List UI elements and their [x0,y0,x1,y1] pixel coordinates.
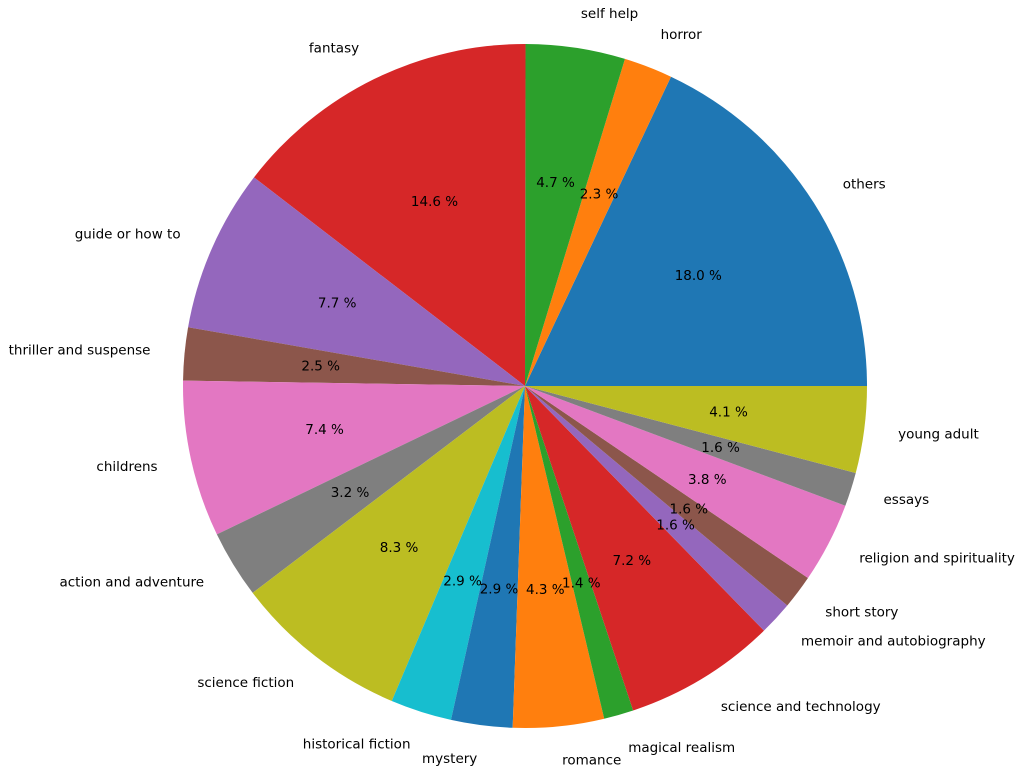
percent-label-others: 18.0 % [675,268,722,284]
percent-label-horror: 2.3 % [580,187,619,203]
pie-slice-essays [525,386,856,506]
category-label-memoir-and-autobiography: memoir and autobiography [801,634,986,650]
percent-label-thriller-and-suspense: 2.5 % [301,359,340,375]
pie-slice-science-fiction [252,386,526,701]
percent-label-fantasy: 14.6 % [411,194,458,210]
category-label-childrens: childrens [96,459,157,475]
percent-labels: 18.0 % 2.3 % 4.7 % 14.6 % 7.7 % 2.5 % 7.4 % 3.2… [301,175,748,598]
percent-label-young-adult: 4.1 % [709,404,748,420]
pie-slice-thriller-and-suspense [183,327,526,386]
category-label-self-help: self help [581,6,638,22]
pie-slice-historical-fiction [391,386,525,720]
pie-slice-horror [525,58,671,387]
category-label-science-fiction: science fiction [197,675,294,691]
category-label-historical-fiction: historical fiction [303,736,411,752]
pie-slice-action-and-adventure [216,386,525,593]
pie-slice-short-story [525,386,808,606]
pie-slice-mystery [450,386,525,728]
pie-slice-religion-and-spirituality [525,386,846,579]
category-label-guide-or-how-to: guide or how to [75,227,181,243]
percent-label-self-help: 4.7 % [536,175,575,191]
category-label-thriller-and-suspense: thriller and suspense [9,343,151,359]
percent-label-romance: 4.3 % [526,582,565,598]
pie-slice-self-help [525,44,625,386]
category-label-romance: romance [562,752,621,768]
percent-label-magical-realism: 1.4 % [562,575,601,591]
category-label-young-adult: young adult [898,426,979,442]
category-labels: others horror self help fantasy guide or how… [9,6,1015,768]
category-label-horror: horror [661,27,703,43]
pie-slice-science-and-technology [525,386,764,711]
category-label-fantasy: fantasy [309,40,359,56]
category-label-magical-realism: magical realism [628,740,735,756]
category-label-action-and-adventure: action and adventure [59,574,204,590]
pie-slice-memoir-and-autobiography [525,386,788,631]
percent-label-science-fiction: 8.3 % [380,540,419,556]
percent-label-memoir-and-autobiography: 1.6 % [656,517,695,533]
category-label-religion-and-spirituality: religion and spirituality [859,551,1015,567]
category-label-short-story: short story [825,605,898,621]
pie-slice-young-adult [525,386,867,474]
pie-slice-fantasy [253,43,526,386]
pie-slice-childrens [182,380,525,535]
percent-label-action-and-adventure: 3.2 % [331,485,370,501]
percent-label-science-and-technology: 7.2 % [613,553,652,569]
pie-slice-guide-or-how-to [188,177,525,386]
percent-label-short-story: 1.6 % [670,502,709,518]
pie-slice-magical-realism [525,386,634,719]
category-label-science-and-technology: science and technology [721,699,881,715]
category-label-mystery: mystery [422,751,477,767]
percent-label-guide-or-how-to: 7.7 % [318,295,357,311]
pie-slice-romance [512,386,605,729]
category-label-others: others [843,177,886,193]
pie-slices [182,43,868,729]
category-label-essays: essays [884,492,930,508]
pie-slice-others [525,76,868,387]
percent-label-mystery: 2.9 % [480,582,519,598]
percent-label-childrens: 7.4 % [305,422,344,438]
percent-label-religion-and-spirituality: 3.8 % [688,472,727,488]
percent-label-historical-fiction: 2.9 % [443,574,482,590]
percent-label-essays: 1.6 % [701,440,740,456]
